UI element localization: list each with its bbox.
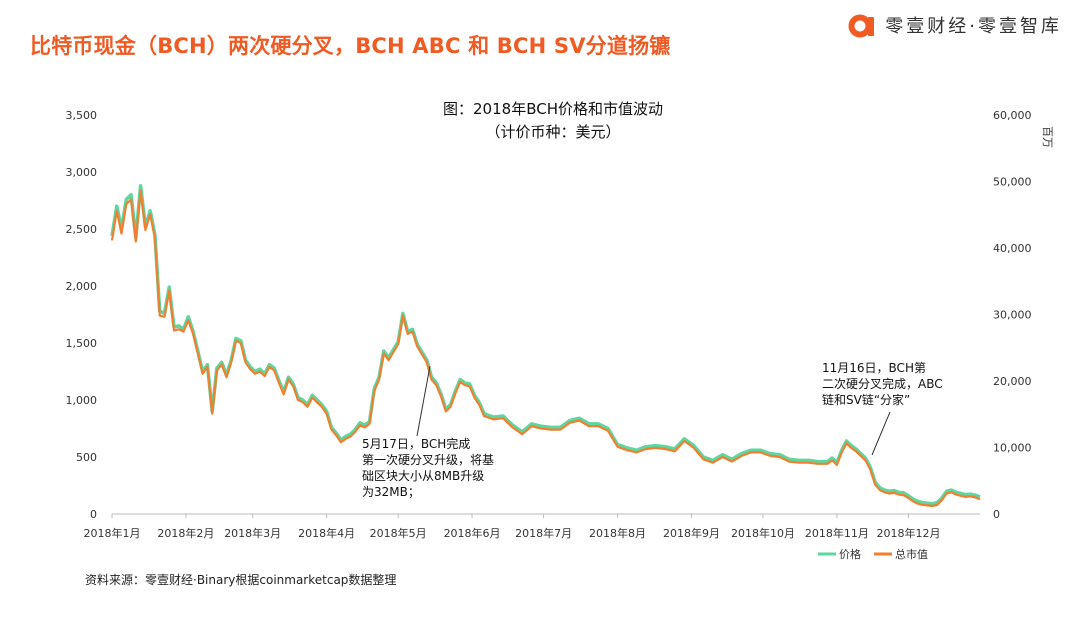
annotation-1: 5月17日，BCH完成第一次硬分叉升级，将基础区块大小从8MB升级为32MB； [362,436,494,499]
legend-label: 价格 [839,547,861,561]
legend-label: 总市值 [895,547,928,561]
x-axis: 2018年1月 2018年2月 2018年3月 2018年4月 2018年5月 2018年… [84,514,940,540]
x-tick-label: 2018年4月 [298,526,355,540]
x-tick-label: 2018年9月 [663,526,720,540]
annotation-pointer-1 [416,365,431,437]
series-group [110,183,981,508]
y-axis-left: 0 500 1,000 1,500 2,000 2,500 3,000 3,500 [66,109,98,521]
y-right-tick-label: 10,000 [993,442,1032,455]
y-right-unit-label: 百万 [1041,126,1054,148]
y-right-tick-label: 30,000 [993,309,1032,322]
y-left-tick-label: 500 [76,451,97,464]
x-tick-label: 2018年3月 [224,526,281,540]
annotation-pointer-2 [871,411,891,456]
y-right-tick-label: 0 [993,508,1000,521]
x-tick-label: 2018年5月 [370,526,427,540]
y-left-tick-label: 0 [90,508,97,521]
x-tick-label: 2018年6月 [444,526,501,540]
brand-logo-icon [848,14,875,38]
x-tick-label: 2018年2月 [157,526,214,540]
y-left-tick-label: 1,000 [66,394,98,407]
y-left-tick-label: 3,000 [66,166,98,179]
x-tick-label: 2018年8月 [589,526,646,540]
series-line-market-cap [110,189,981,508]
brand-name: 零壹财经·零壹智库 [885,16,1062,37]
y-left-tick-label: 2,500 [66,223,98,236]
y-right-tick-label: 50,000 [993,176,1032,189]
y-left-tick-label: 1,500 [66,337,98,350]
brand: 零壹财经·零壹智库 [847,10,1062,40]
chart-subtitle: （计价币种：美元） [485,123,620,141]
page-headline: 比特币现金（BCH）两次硬分叉，BCH ABC 和 BCH SV分道扬镳 [30,34,671,58]
x-tick-label: 2018年7月 [515,526,572,540]
chart-title: 图：2018年BCH价格和市值波动 [443,100,663,118]
x-tick-label: 2018年10月 [731,526,795,540]
chart-legend: 价格 总市值 [818,547,928,561]
y-right-tick-label: 20,000 [993,375,1032,388]
y-right-tick-label: 40,000 [993,242,1032,255]
x-tick-label: 2018年11月 [805,526,869,540]
x-tick-label: 2018年12月 [876,526,940,540]
data-source: 资料来源：零壹财经·Binary根据coinmarketcap数据整理 [85,573,397,587]
y-left-tick-label: 2,000 [66,280,98,293]
y-axis-right: 0 10,000 20,000 30,000 40,000 50,000 60,000 [993,109,1032,521]
x-tick-label: 2018年1月 [84,526,141,540]
y-right-tick-label: 60,000 [993,109,1032,122]
y-left-tick-label: 3,500 [66,109,98,122]
annotation-2: 11月16日，BCH第二次硬分叉完成，ABC 链和SV链“分家” [822,361,943,407]
